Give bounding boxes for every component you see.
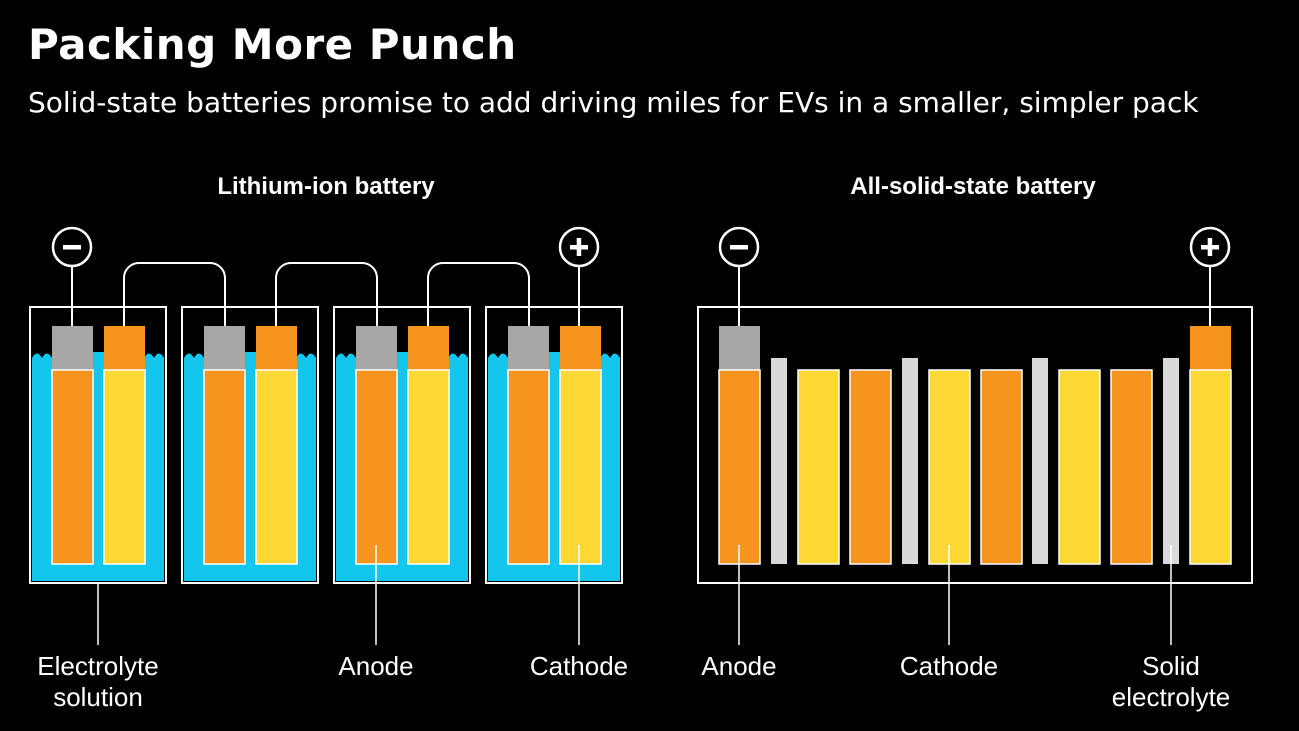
solid-electrolyte-label-line2: electrolyte [1112, 682, 1231, 712]
anode-layer [980, 369, 1023, 565]
negative-terminal-icon [718, 226, 760, 268]
electrolyte-label-line1: Electrolyte [37, 651, 158, 681]
solid-electrolyte-layer [902, 358, 918, 564]
cathode-electrode [559, 369, 602, 565]
solid-state-header: All-solid-state battery [850, 173, 1096, 200]
anode-label: Anode [338, 651, 413, 681]
cathode-label: Cathode [900, 651, 998, 681]
page-title: Packing More Punch [28, 20, 517, 69]
cathode-tab [256, 326, 297, 370]
cathode-tab [560, 326, 601, 370]
lithium-ion-header: Lithium-ion battery [217, 173, 435, 200]
anode-tab [508, 326, 549, 370]
cathode-layer [1058, 369, 1101, 565]
solid-electrolyte-layer [1163, 358, 1179, 564]
anode-label: Anode [701, 651, 776, 681]
positive-terminal-icon [558, 226, 600, 268]
anode-layer [1110, 369, 1153, 565]
page-subtitle: Solid-state batteries promise to add dri… [28, 86, 1199, 119]
lithium-ion-cell-4 [485, 306, 623, 584]
anode-tab [204, 326, 245, 370]
lithium-ion-cell-1 [29, 306, 167, 584]
cathode-electrode [103, 369, 146, 565]
anode-tab [356, 326, 397, 370]
lithium-ion-battery: Electrolyte solution Anode Cathode [29, 226, 628, 712]
anode-tab [52, 326, 93, 370]
cathode-layer [797, 369, 840, 565]
solid-electrolyte-layer [1032, 358, 1048, 564]
electrolyte-label-line2: solution [53, 682, 143, 712]
callout-lines [738, 545, 1172, 645]
cathode-layer [1189, 369, 1232, 565]
callout-lines [97, 545, 580, 645]
cathode-tab [104, 326, 145, 370]
anode-electrode [51, 369, 94, 565]
anode-electrode [355, 369, 398, 565]
anode-electrode [507, 369, 550, 565]
solid-electrolyte-label-line1: Solid [1142, 651, 1200, 681]
negative-terminal-icon [51, 226, 93, 268]
anode-layer [849, 369, 892, 565]
anode-electrode [203, 369, 246, 565]
positive-terminal-icon [1189, 226, 1231, 268]
anode-tab [719, 326, 760, 370]
lithium-ion-cell-3 [333, 306, 471, 584]
cathode-electrode [407, 369, 450, 565]
anode-layer [718, 369, 761, 565]
lithium-ion-cell-2 [181, 306, 319, 584]
cell-connector-wires [71, 262, 580, 328]
cathode-tab [408, 326, 449, 370]
cathode-label: Cathode [530, 651, 628, 681]
solid-state-casing [697, 306, 1253, 584]
solid-electrolyte-layer [771, 358, 787, 564]
cathode-layer [928, 369, 971, 565]
cathode-tab [1190, 326, 1231, 370]
solid-state-battery: Anode Cathode Solid electrolyte [697, 226, 1253, 712]
cathode-electrode [255, 369, 298, 565]
